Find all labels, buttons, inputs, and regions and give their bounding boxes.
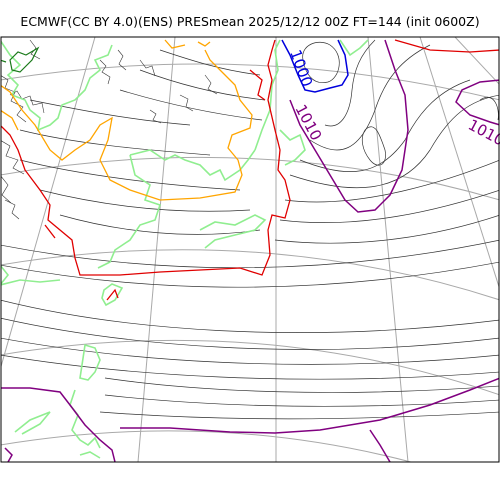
isobar: [361, 126, 386, 166]
isobar: [19, 129, 211, 156]
isobars: [1, 39, 499, 420]
isobar: [59, 214, 261, 235]
isobar: [289, 94, 499, 189]
coastline: [1, 264, 10, 286]
isobar: [309, 44, 431, 151]
coastlines: [1, 39, 369, 459]
isobar: [479, 97, 499, 121]
isobar: [1, 261, 499, 288]
isobar: [299, 79, 471, 172]
coastline: [254, 39, 281, 151]
coastline: [97, 154, 162, 269]
graticule-lat-line: [1, 63, 499, 101]
coastline: [1, 40, 113, 132]
map-frame: [0, 36, 500, 463]
isobar-label-1010-east: 1010: [465, 116, 500, 150]
map-title: ECMWF(CC BY 4.0)(ENS) PRESmean 2025/12/1…: [20, 14, 480, 29]
isobar: [284, 160, 499, 203]
isobar: [139, 69, 266, 101]
graticule-lon-line: [454, 37, 499, 85]
isobar-1000-line: [281, 39, 349, 93]
isobar: [279, 189, 499, 224]
isobar-label-1000: 1000: [286, 47, 316, 89]
coastline: [14, 411, 51, 435]
coastline: [101, 283, 124, 307]
isobar: [302, 41, 340, 84]
graticule-lon-line: [137, 37, 176, 462]
graticule-lon-line: [419, 37, 499, 289]
coastline: [199, 214, 267, 249]
isobar: [159, 49, 261, 76]
graticule-lat-line: [1, 156, 499, 201]
isobar: [1, 317, 499, 350]
isobar: [99, 411, 499, 420]
isobar: [104, 377, 499, 393]
isobar: [324, 39, 376, 127]
coastline: [69, 389, 101, 449]
isobar: [19, 159, 241, 191]
isobar: [1, 239, 499, 269]
isobar: [1, 337, 499, 365]
graticule-lon-line: [367, 37, 409, 462]
isobar: [1, 354, 499, 380]
coastlines-dark: [1, 46, 40, 73]
orange-contours: [1, 39, 253, 201]
graticule-lat-line: [1, 430, 413, 462]
graticule-lon-line: [1, 37, 96, 369]
isobar: [104, 394, 499, 407]
graticule-lat-line: [1, 339, 499, 396]
coastline: [129, 149, 256, 182]
coastline: [279, 129, 306, 166]
red-contours: [1, 39, 499, 301]
coastline: [339, 39, 369, 57]
coastline: [79, 343, 101, 381]
isobar: [39, 189, 251, 212]
isobar: [119, 89, 263, 121]
isobar: [1, 299, 499, 333]
isobar: [274, 214, 499, 244]
coastline: [1, 279, 61, 286]
isobar-1010-line: [1, 39, 499, 462]
isobar: [29, 99, 191, 126]
graticule-lat-line: [1, 249, 499, 301]
coastline: [79, 451, 101, 459]
terrain-contours: [1, 39, 218, 220]
